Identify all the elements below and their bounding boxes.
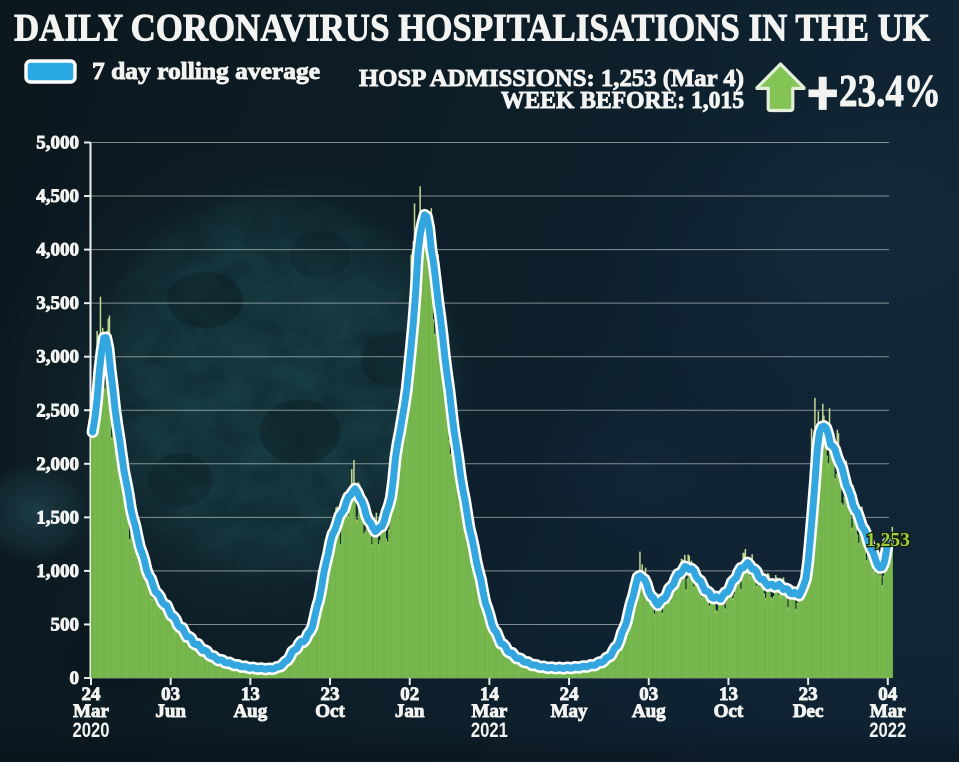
svg-text:2,500: 2,500 bbox=[36, 400, 79, 421]
svg-text:2022: 2022 bbox=[869, 718, 906, 742]
svg-text:May: May bbox=[551, 701, 588, 722]
svg-text:4,000: 4,000 bbox=[36, 240, 79, 261]
svg-text:Mar: Mar bbox=[870, 701, 906, 722]
svg-text:24: 24 bbox=[82, 684, 102, 705]
svg-text:1,253: 1,253 bbox=[866, 530, 910, 551]
svg-text:23.4%: 23.4% bbox=[839, 66, 941, 116]
svg-text:7 day rolling average: 7 day rolling average bbox=[92, 59, 320, 85]
svg-text:Jan: Jan bbox=[395, 701, 425, 722]
svg-text:Mar: Mar bbox=[73, 701, 109, 722]
svg-text:0: 0 bbox=[70, 668, 80, 689]
svg-text:5,000: 5,000 bbox=[36, 133, 79, 154]
svg-text:Jun: Jun bbox=[155, 701, 186, 722]
svg-text:3,000: 3,000 bbox=[36, 347, 79, 368]
svg-text:4,500: 4,500 bbox=[36, 186, 79, 207]
svg-text:Mar: Mar bbox=[471, 701, 507, 722]
svg-text:03: 03 bbox=[161, 684, 180, 705]
svg-text:HOSP ADMISSIONS: 1,253 (Mar 4): HOSP ADMISSIONS: 1,253 (Mar 4) bbox=[359, 65, 744, 92]
svg-text:1,000: 1,000 bbox=[36, 561, 79, 582]
svg-text:24: 24 bbox=[560, 684, 580, 705]
svg-text:2,000: 2,000 bbox=[36, 454, 79, 475]
svg-text:Oct: Oct bbox=[315, 701, 345, 722]
svg-text:Aug: Aug bbox=[233, 701, 267, 722]
svg-text:500: 500 bbox=[51, 614, 80, 635]
svg-text:04: 04 bbox=[878, 684, 898, 705]
svg-text:Dec: Dec bbox=[793, 701, 824, 722]
svg-text:13: 13 bbox=[719, 684, 738, 705]
svg-text:02: 02 bbox=[400, 684, 419, 705]
svg-text:23: 23 bbox=[799, 684, 818, 705]
svg-text:2021: 2021 bbox=[471, 718, 508, 742]
svg-text:3,500: 3,500 bbox=[36, 293, 79, 314]
svg-text:2020: 2020 bbox=[73, 718, 110, 742]
svg-text:13: 13 bbox=[241, 684, 260, 705]
svg-text:1,500: 1,500 bbox=[36, 507, 79, 528]
svg-text:DAILY CORONAVIRUS HOSPITALISAT: DAILY CORONAVIRUS HOSPITALISATIONS IN TH… bbox=[14, 7, 931, 50]
svg-text:Aug: Aug bbox=[632, 701, 666, 722]
svg-text:14: 14 bbox=[480, 684, 500, 705]
svg-text:WEEK BEFORE: 1,015: WEEK BEFORE: 1,015 bbox=[501, 87, 744, 114]
svg-text:Oct: Oct bbox=[714, 701, 744, 722]
svg-text:23: 23 bbox=[321, 684, 340, 705]
svg-text:03: 03 bbox=[639, 684, 658, 705]
